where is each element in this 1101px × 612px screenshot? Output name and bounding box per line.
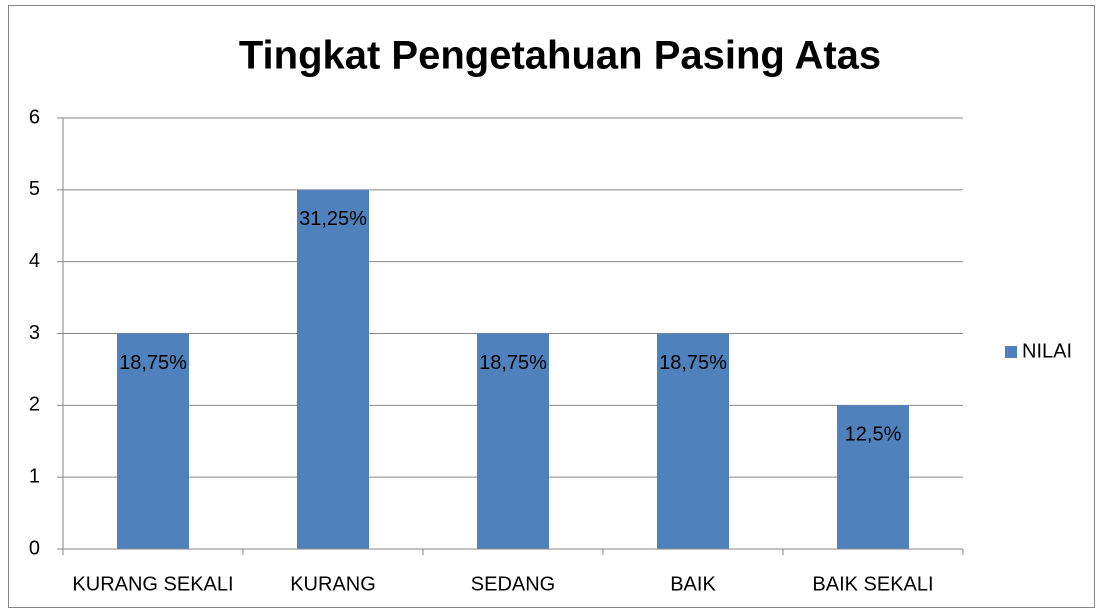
- y-tick-label: 1: [29, 465, 40, 487]
- annotation: 31,25%: [299, 208, 367, 230]
- x-tick-label: BAIK SEKALI: [812, 573, 933, 595]
- x-tick-label: BAIK: [670, 573, 716, 595]
- annotation: 18,75%: [659, 352, 727, 374]
- chart-border: [8, 5, 1095, 608]
- bar: [837, 405, 909, 549]
- y-tick-label: 2: [29, 394, 40, 416]
- y-tick-label: 6: [29, 106, 40, 128]
- y-tick-label: 5: [29, 178, 40, 200]
- legend-label: NILAI: [1022, 340, 1072, 362]
- annotation: 18,75%: [119, 352, 187, 374]
- y-tick-label: 4: [29, 250, 40, 272]
- x-tick-label: SEDANG: [471, 573, 555, 595]
- y-tick-label: 3: [29, 322, 40, 344]
- chart-title: Tingkat Pengetahuan Pasing Atas: [239, 34, 881, 78]
- x-tick-label: KURANG SEKALI: [72, 573, 233, 595]
- bar: [657, 333, 729, 549]
- bar: [297, 189, 369, 550]
- bar: [477, 333, 549, 549]
- legend-swatch: [1005, 346, 1017, 358]
- x-tick-label: KURANG: [290, 573, 376, 595]
- bar: [117, 333, 189, 549]
- annotation: 12,5%: [845, 424, 902, 446]
- y-tick-label: 0: [29, 537, 40, 559]
- annotation: 18,75%: [479, 352, 547, 374]
